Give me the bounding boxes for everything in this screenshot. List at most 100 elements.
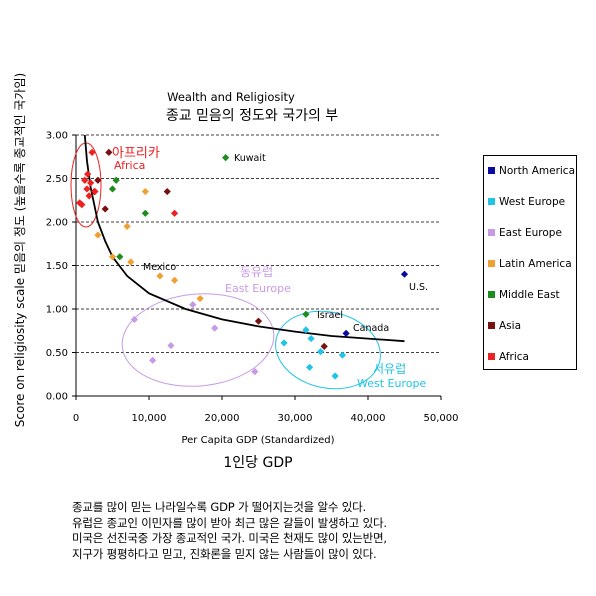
data-point-asia xyxy=(101,205,109,213)
y-tick-label: 1.50 xyxy=(46,261,68,272)
chart-title: Wealth and Religiosity xyxy=(167,90,295,104)
data-point-latin-america xyxy=(94,231,102,239)
data-point-africa xyxy=(91,187,99,196)
data-point-asia xyxy=(320,342,328,351)
data-point-north-america xyxy=(400,270,409,278)
west-europe-ellipse xyxy=(275,310,381,390)
data-point-east-europe xyxy=(211,324,219,332)
region-label-africa-en: Africa xyxy=(114,159,145,172)
data-point-africa xyxy=(88,148,96,156)
data-point-asia xyxy=(105,148,113,156)
x-axis-label: Per Capita GDP (Standardized) xyxy=(181,435,334,446)
region-labels: 아프리카 Africa 동유럽 East Europe 서유럽 West Eur… xyxy=(112,146,426,390)
legend-item-asia: Asia xyxy=(488,320,521,332)
data-point-latin-america xyxy=(108,253,117,261)
data-point-middle-east xyxy=(302,310,310,318)
data-point-middle-east xyxy=(116,253,124,261)
y-tick-label: 1.00 xyxy=(46,305,68,316)
chart-titles: Wealth and Religiosity 종교 믿음의 정도와 국가의 부 xyxy=(166,90,338,124)
data-points xyxy=(76,148,409,380)
legend-swatch xyxy=(488,260,495,267)
data-point-east-europe xyxy=(189,301,197,309)
legend-label: North America xyxy=(499,165,576,177)
y-axis-label: Score on religiosity scale 믿음의 정도 (높을수록 … xyxy=(13,73,27,427)
data-point-asia xyxy=(163,187,171,196)
legend-item-east-europe: East Europe xyxy=(488,227,562,239)
data-point-africa xyxy=(78,201,86,209)
y-tick-label: 3.00 xyxy=(46,131,68,142)
data-point-africa xyxy=(87,179,95,187)
data-point-africa xyxy=(84,170,92,178)
data-point-west-europe xyxy=(316,348,325,356)
legend-label: Latin America xyxy=(499,258,572,270)
legend-label: East Europe xyxy=(499,227,562,239)
legend-label: Asia xyxy=(499,320,522,332)
y-tick-label: 2.50 xyxy=(46,174,68,185)
legend-item-north-america: North America xyxy=(488,165,575,177)
data-point-africa xyxy=(81,176,89,184)
data-point-africa xyxy=(83,185,91,193)
point-label-canada: Canada xyxy=(353,323,389,334)
caption-line-2: 유럽은 종교인 이민자를 많이 받아 최근 많은 갈들이 발생하고 있다. xyxy=(72,515,387,530)
data-point-north-america xyxy=(342,329,350,337)
data-point-asia xyxy=(254,317,263,325)
x-tick-label: 0 xyxy=(73,413,79,424)
y-tick-label: 0.00 xyxy=(46,392,68,403)
legend-swatch xyxy=(488,229,495,236)
caption-line-4: 지구가 평평하다고 믿고, 진화론을 믿지 않는 사람들이 많이 있다. xyxy=(72,546,377,561)
caption-line-3: 미국은 선진국중 가장 종교적인 국가. 미국은 천재도 많이 있는반면, xyxy=(72,531,387,545)
chart-subtitle: 종교 믿음의 정도와 국가의 부 xyxy=(166,108,338,124)
x-tick-label: 10,000 xyxy=(132,413,167,424)
region-label-west-europe-ko: 서유럽 xyxy=(373,362,406,376)
legend-swatch xyxy=(488,353,495,360)
y-tick-label: 0.50 xyxy=(46,348,68,359)
x-tick-label: 50,000 xyxy=(424,413,459,424)
data-point-west-europe xyxy=(280,339,288,347)
axes: 0 10,000 20,000 30,000 40,000 50,000 xyxy=(72,134,459,424)
legend-label: West Europe xyxy=(499,196,566,208)
legend: North America West Europe East Europe Latin… xyxy=(483,155,577,370)
region-label-east-europe-en: East Europe xyxy=(225,282,291,295)
data-point-east-europe xyxy=(167,341,175,350)
data-point-latin-america xyxy=(127,258,135,266)
legend-swatch xyxy=(488,291,495,298)
data-point-west-europe xyxy=(302,326,310,334)
region-label-africa-ko: 아프리카 xyxy=(112,146,160,161)
x-axis-label-ko: 1인당 GDP xyxy=(223,455,292,471)
legend-item-west-europe: West Europe xyxy=(488,196,565,208)
legend-swatch xyxy=(488,198,495,205)
y-tick-label: 2.00 xyxy=(46,218,68,229)
caption-text: 종교를 많이 믿는 나라일수록 GDP 가 떨어지는것을 알수 있다. 유럽은 … xyxy=(72,500,587,562)
data-point-latin-america xyxy=(170,276,179,284)
point-label-us: U.S. xyxy=(409,282,428,293)
data-point-middle-east xyxy=(108,185,117,193)
data-point-west-europe xyxy=(306,363,314,371)
legend-label: Middle East xyxy=(499,289,560,301)
x-tick-label: 40,000 xyxy=(351,413,386,424)
point-labels: Kuwait Mexico Israel Canada U.S. xyxy=(143,153,428,334)
data-point-east-europe xyxy=(130,315,138,324)
caption-line-1: 종교를 많이 믿는 나라일수록 GDP 가 떨어지는것을 알수 있다. xyxy=(72,500,366,514)
data-point-west-europe xyxy=(331,372,339,380)
data-point-east-europe xyxy=(149,356,157,364)
legend-item-latin-america: Latin America xyxy=(488,258,572,270)
data-point-middle-east xyxy=(222,154,230,162)
data-point-west-europe xyxy=(338,351,347,359)
region-label-west-europe-en: West Europe xyxy=(357,377,426,390)
east-europe-ellipse xyxy=(121,293,275,387)
legend-swatch xyxy=(488,167,495,174)
data-point-middle-east xyxy=(141,209,149,217)
legend-swatch xyxy=(488,322,495,329)
data-point-latin-america xyxy=(156,272,164,280)
point-label-israel: Israel xyxy=(317,310,343,321)
data-point-latin-america xyxy=(196,294,204,303)
legend-item-middle-east: Middle East xyxy=(488,289,560,301)
legend-label: Africa xyxy=(499,351,529,363)
point-label-mexico: Mexico xyxy=(143,262,176,273)
data-point-latin-america xyxy=(123,222,131,230)
region-ellipses xyxy=(70,142,381,390)
data-point-east-europe xyxy=(251,368,259,376)
data-point-africa xyxy=(170,209,179,217)
trend-curve xyxy=(83,134,405,343)
